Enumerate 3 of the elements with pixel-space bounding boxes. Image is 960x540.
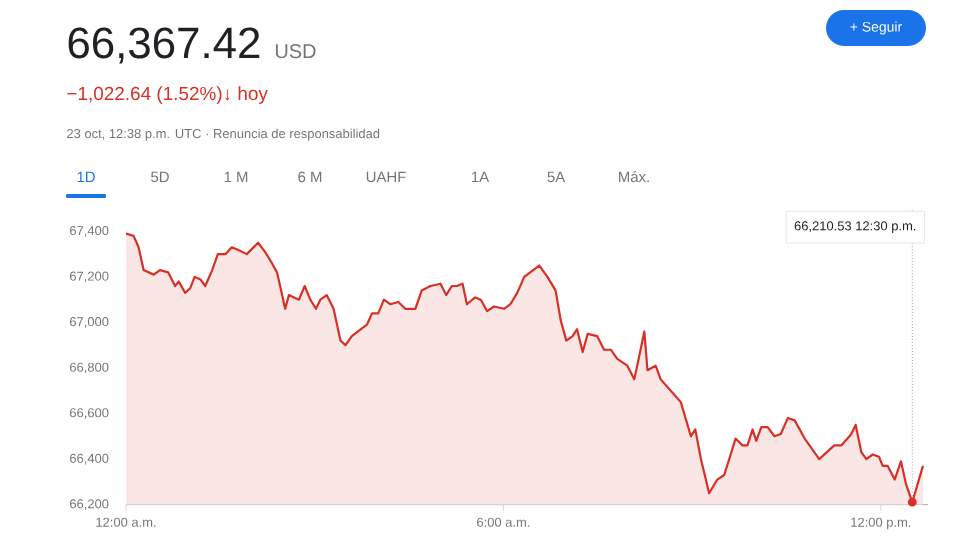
text: −1,022.64 (1.52%)↓ hoy (67, 86, 268, 104)
chart-title: 66,367.42 (68, 27, 260, 64)
text: USD (275, 44, 316, 59)
